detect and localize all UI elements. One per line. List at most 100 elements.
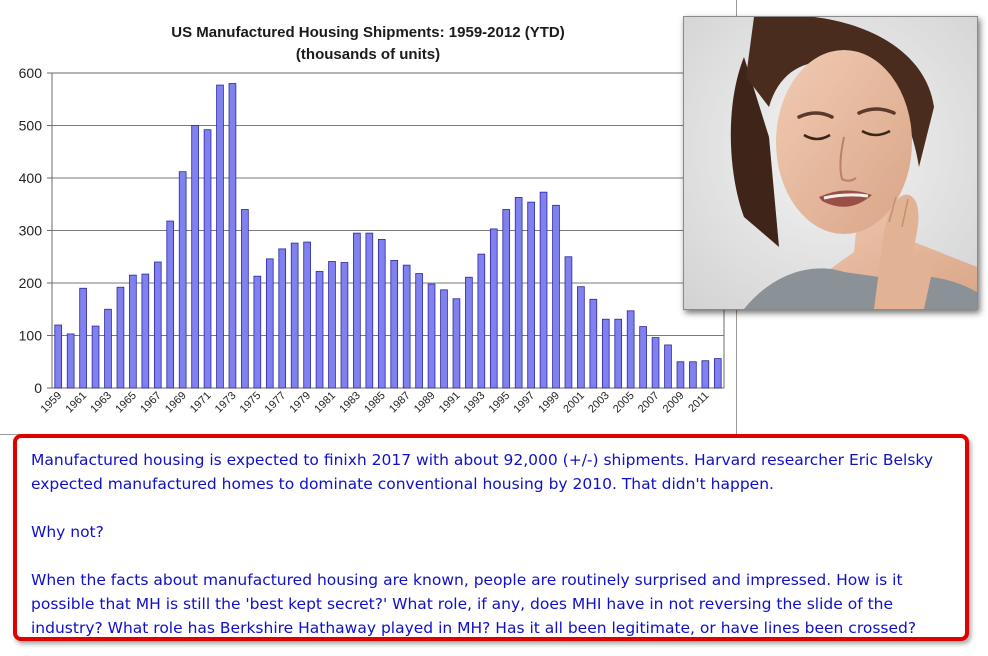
bar-1963 [104,308,112,389]
bar-1987 [402,264,411,389]
x-tick-label: 1983 [337,390,363,416]
x-tick-label: 1971 [188,390,214,416]
chart-title: US Manufactured Housing Shipments: 1959-… [0,22,736,66]
x-tick-label: 1995 [487,390,513,416]
bar-1989 [427,283,436,389]
bar-1988 [415,273,423,389]
bar-1967 [153,261,162,389]
bar-2010 [689,361,697,389]
bar-1996 [514,197,523,389]
bar-1969 [178,171,187,389]
x-tick-label: 1969 [163,390,189,416]
bar-2011 [701,360,710,389]
bar-1968 [166,220,175,389]
x-tick-label: 2009 [661,390,687,416]
bar-2004 [614,318,623,389]
bar-1997 [527,201,535,389]
y-tick-label: 0 [34,380,42,396]
x-tick-label: 1977 [263,390,289,416]
y-axis-ticks: 0 100 200 300 400 500 600 [19,65,52,396]
callout-box: Manufactured housing is expected to fini… [13,434,969,641]
bar-1992 [465,276,473,389]
bar-2001 [577,286,585,389]
x-tick-label: 1989 [412,390,438,416]
bar-1985 [377,239,386,389]
x-tick-label: 1967 [138,390,164,416]
y-tick-label: 500 [19,118,43,134]
bar-1990 [440,289,448,389]
bar-1972 [216,84,224,389]
x-tick-label: 2007 [636,390,662,416]
chart-title-main: US Manufactured Housing Shipments: 1959-… [171,24,565,41]
bar-1986 [390,260,399,389]
bar-1966 [141,273,150,389]
gridlines [52,125,724,336]
bar-1991 [452,298,461,389]
bar-1995 [502,209,511,389]
callout-paragraph-2: Why not? [31,523,104,541]
x-tick-label: 1975 [238,390,264,416]
y-tick-label: 600 [19,65,43,81]
bar-2000 [564,256,573,389]
bar-1964 [116,286,125,389]
woman-toothache-photo [683,16,978,310]
bar-2003 [601,318,610,389]
bar-1998 [539,191,548,389]
bar-2012 [713,358,722,389]
bar-1978 [290,242,299,389]
x-tick-label: 2005 [611,390,637,416]
bar-1993 [477,253,486,389]
bar-2009 [676,361,685,389]
x-tick-label: 1973 [213,390,239,416]
bar-1959 [54,324,63,389]
y-tick-label: 100 [19,328,43,344]
bar-chart: 0 100 200 300 400 500 600 1959 1961 1963 1965 1967… [19,65,725,416]
y-tick-label: 400 [19,170,43,186]
x-tick-label: 1985 [362,390,388,416]
bar-1979 [303,241,311,389]
chart-panel: 0 100 200 300 400 500 600 1959 1961 1963 1965 1967… [0,0,737,435]
bar-1961 [79,287,87,389]
bar-1960 [66,333,75,389]
x-tick-label: 2003 [586,390,612,416]
bars [54,83,722,389]
x-tick-label: 1997 [511,390,537,416]
bar-2002 [589,298,598,389]
bar-1962 [91,325,100,389]
x-tick-label: 1965 [113,390,139,416]
bar-1973 [228,83,237,389]
chart-subtitle: (thousands of units) [295,46,441,63]
x-tick-label: 2001 [561,390,587,416]
bar-1982 [340,262,349,389]
callout-paragraph-3: When the facts about manufactured housin… [31,571,917,637]
bar-1999 [552,204,560,389]
bar-1974 [241,209,249,389]
bar-1980 [315,271,324,389]
x-tick-label: 1981 [312,390,338,416]
y-tick-label: 300 [19,223,43,239]
bar-1970 [191,125,199,389]
bar-1965 [129,274,137,389]
bar-1975 [253,275,262,389]
callout-paragraph-1: Manufactured housing is expected to fini… [31,451,934,493]
bar-2007 [651,337,660,389]
bar-1976 [265,258,274,389]
y-tick-label: 200 [19,275,43,291]
bar-2005 [626,310,635,389]
bar-1977 [278,248,287,389]
bar-2008 [664,344,672,389]
bar-1994 [489,228,498,389]
x-tick-label: 1993 [462,390,488,416]
x-tick-label: 2011 [686,390,711,415]
bar-1971 [203,129,212,389]
x-tick-label: 1961 [63,390,89,416]
x-tick-label: 1963 [88,390,114,416]
bar-1981 [328,261,336,389]
x-tick-label: 1991 [437,390,463,416]
bar-1983 [353,232,361,389]
x-tick-label: 1987 [387,390,413,416]
x-tick-label: 1959 [39,390,65,416]
bar-1984 [365,232,374,389]
x-tick-label: 1979 [287,390,313,416]
x-tick-label: 1999 [536,390,562,416]
